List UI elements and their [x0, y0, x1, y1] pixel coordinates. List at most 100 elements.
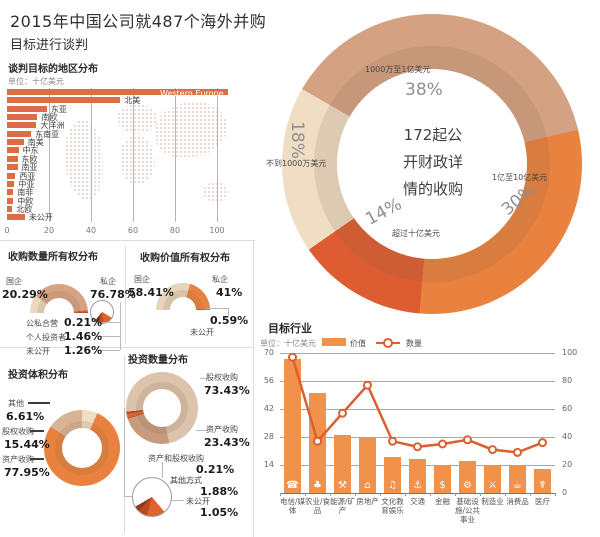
map-australia: [203, 182, 229, 202]
investment-volume-title: 投资体积分布: [8, 370, 68, 381]
industry-left-tick-label: 14: [263, 460, 274, 469]
ownership-count-label-private: 私企: [100, 277, 116, 286]
region-bar-row: 大洋洲: [7, 121, 247, 130]
investment-volume-label-other: 其他: [8, 399, 24, 408]
industry-category-label: 制造业: [481, 497, 504, 506]
investment-count-pct-equity: 73.43%: [204, 384, 250, 397]
ownership-count-pct-joint: 0.21%: [64, 316, 103, 329]
leader-line: [162, 462, 163, 478]
region-bar: [7, 164, 18, 171]
industry-bar: ⚓: [409, 459, 426, 493]
map-africa: [121, 136, 155, 184]
region-gridline: [91, 88, 92, 222]
industry-axis-tick: [405, 493, 406, 496]
region-gridline: [217, 88, 218, 222]
deal-size-center-line1: 172起公: [403, 126, 463, 144]
ownership-count-label-joint: 公私合营: [26, 319, 58, 328]
phone-icon: ☎: [286, 480, 299, 491]
deal-size-center-text: 172起公 开财政详 情的收购: [377, 122, 489, 203]
region-axis-tick-label: 60: [127, 226, 139, 235]
investment-count-title: 投资数量分布: [128, 355, 188, 366]
legend-bar-swatch: [322, 338, 346, 346]
investment-volume-pct-asset: 77.95%: [4, 466, 50, 479]
region-bar: [7, 180, 15, 187]
industry-category-label: 消费品: [506, 497, 529, 506]
deal-size-donut-hole: [337, 69, 527, 259]
region-bar-row: Western Europe: [7, 88, 247, 98]
investment-count-donut: [126, 372, 198, 444]
region-bar-row: 南美: [7, 138, 247, 147]
region-bar: [7, 147, 19, 154]
region-bar: [7, 197, 14, 204]
ownership-count-magnifier: [90, 300, 114, 324]
deal-size-pct-left: 18%: [286, 121, 307, 159]
leader-dash: [28, 402, 50, 404]
region-bar-row: 东南亚: [7, 129, 247, 139]
deal-size-label-bottom: 超过十亿美元: [392, 229, 440, 238]
ownership-value-label-private: 私企: [212, 275, 228, 284]
industry-category-label: 交通: [410, 497, 425, 506]
crane-icon: ⚙: [463, 480, 472, 491]
mining-icon: ⚒: [338, 480, 347, 491]
industry-line-point: [413, 442, 422, 452]
industry-right-tick-label: 60: [562, 404, 573, 413]
industry-axis-tick: [380, 493, 381, 496]
region-bar-label: 南非: [17, 188, 34, 198]
industry-axis-tick: [555, 493, 556, 496]
industry-category-label: 金融: [435, 497, 450, 506]
industry-category-label: 医疗: [535, 497, 550, 506]
investment-count-pct-asset: 23.43%: [204, 436, 250, 449]
industry-axis-tick: [355, 493, 356, 496]
region-bar-chart: 0 20 40 60 80 100 Western Europe 北美 东亚 南欧 大洋洲 东南亚 南美…: [4, 88, 247, 238]
deal-size-donut: [282, 14, 582, 314]
ownership-count-label-undisclosed: 未公开: [26, 347, 50, 356]
region-chart-title: 谈判目标的地区分布: [8, 64, 98, 75]
industry-axis-tick: [505, 493, 506, 496]
industry-axis-tick: [280, 493, 281, 496]
leader-line: [120, 302, 121, 350]
industry-right-tick-label: 20: [562, 460, 573, 469]
ownership-count-label-soe: 国企: [6, 277, 22, 286]
industry-left-tick-label: 28: [263, 432, 274, 441]
region-bar-label: 东南亚: [35, 129, 60, 139]
region-chart-unit: 单位：十亿美元: [8, 77, 64, 86]
region-bar: [7, 114, 38, 121]
leader-line: [96, 336, 120, 337]
investment-volume-pct-equity: 15.44%: [4, 438, 50, 451]
ownership-count-hole: [44, 298, 74, 313]
investment-volume-pct-other: 6.61%: [6, 410, 45, 423]
tractor-icon: ♣: [313, 480, 322, 491]
region-bar-label: 未公开: [28, 213, 53, 223]
leader-line: [206, 308, 228, 309]
investment-volume-label-asset: 资产收购: [2, 455, 34, 464]
region-bar-row: 北欧: [7, 205, 247, 214]
region-bar: [7, 172, 16, 179]
deal-size-center-line3: 情的收购: [402, 180, 463, 198]
ownership-count-pct-private: 76.78%: [90, 288, 136, 301]
region-bar-label: 中东: [22, 146, 39, 156]
industry-gridline: [280, 353, 555, 354]
region-bar-label: 南欧: [41, 113, 58, 123]
industry-right-tick-label: 100: [562, 348, 578, 357]
divider: [253, 240, 254, 537]
industry-right-tick-label: 40: [562, 432, 573, 441]
region-bar-row: 东欧: [7, 155, 247, 164]
investment-count-label-undisclosed: 未公开: [186, 497, 210, 506]
leader-line: [228, 308, 229, 316]
region-bar: [7, 97, 121, 104]
divider: [125, 246, 126, 344]
ownership-count-pct-individual: 1.46%: [64, 330, 103, 343]
divider: [0, 347, 253, 348]
page-title-line2: 目标进行谈判: [10, 38, 89, 53]
industry-axis-tick: [305, 493, 306, 496]
investment-count-label-both: 资产和股权收购: [148, 454, 204, 463]
page-title-line1: 2015年中国公司就487个海外并购: [10, 12, 267, 31]
region-bar: [7, 122, 37, 129]
industry-bar: ⚔: [484, 465, 501, 493]
region-axis-tick-label: 0: [4, 226, 10, 235]
industry-line-point: [513, 447, 522, 457]
deal-size-pct-top: 38%: [405, 80, 443, 100]
investment-count-label-asset: 资产收购: [206, 425, 238, 434]
industry-gridline: [280, 409, 555, 410]
region-bar: [7, 214, 25, 221]
